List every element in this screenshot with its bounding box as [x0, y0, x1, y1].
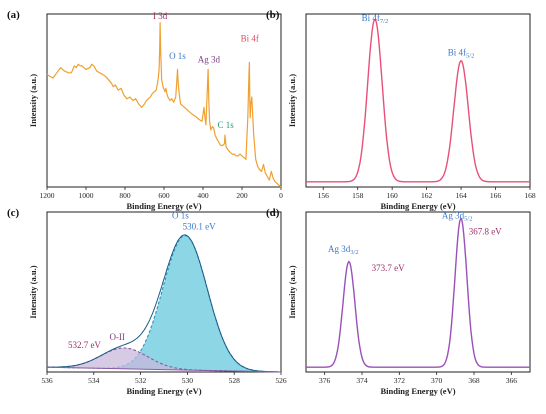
chart-panel-2: 536 534 532 530 528 526 Binding Energy (eV) Int…	[7, 207, 287, 396]
y-axis-label: Intensity (a.u.)	[287, 265, 297, 318]
x-tick-label: 156	[318, 191, 330, 200]
peak-annotation: Bi 4f7/2	[362, 13, 389, 25]
peak-annotation: Bi 4f5/2	[448, 48, 475, 60]
x-tick-label: 162	[421, 191, 433, 200]
chart-panel-3: 376 374 372 370 368 366 Binding Energy (eV) Int…	[266, 207, 531, 396]
peak-annotation: 532.7 eV	[68, 340, 101, 350]
panel-label: (a)	[7, 9, 20, 21]
x-tick-label: 1000	[79, 191, 94, 200]
x-tick-label: 160	[387, 191, 399, 200]
plot-frame	[46, 211, 282, 373]
panel-label: (b)	[266, 9, 280, 21]
x-tick-label: 372	[394, 376, 406, 385]
peak-annotation: I 3d	[153, 11, 168, 21]
annotation-subscript: 5/2	[466, 53, 474, 60]
x-tick-label: 526	[275, 376, 287, 385]
x-axis-label: Binding Energy (eV)	[380, 201, 455, 211]
x-tick-label: 166	[490, 191, 502, 200]
x-tick-label: 164	[455, 191, 467, 200]
y-axis-label: Intensity (a.u.)	[287, 74, 297, 127]
peak-annotation: Bi 4f	[241, 34, 259, 44]
x-tick-label: 374	[356, 376, 368, 385]
x-tick-label: 158	[352, 191, 364, 200]
spectrum-line	[306, 18, 530, 183]
peak-annotation: 530.1 eV	[183, 222, 216, 232]
x-tick-label: 0	[279, 191, 283, 200]
peak-annotation: O-II	[109, 332, 125, 342]
x-tick-label: 168	[524, 191, 536, 200]
component-area-1	[47, 348, 281, 372]
annotation-subscript: 3/2	[350, 249, 358, 256]
plot-frame	[305, 211, 531, 373]
x-tick-label: 400	[197, 191, 209, 200]
x-tick-label: 200	[236, 191, 248, 200]
peak-annotation: O 1s	[172, 210, 189, 220]
plot-frame	[305, 13, 531, 188]
annotation-subscript: 7/2	[380, 18, 388, 25]
x-tick-label: 600	[158, 191, 170, 200]
x-tick-label: 536	[41, 376, 53, 385]
x-tick-label: 368	[468, 376, 480, 385]
peak-annotation: Ag 3d	[198, 54, 221, 64]
peak-annotation: 367.8 eV	[469, 226, 502, 236]
survey-spectrum-line	[46, 22, 282, 188]
x-axis-label: Binding Energy (eV)	[126, 386, 201, 396]
peak-annotation: O 1s	[169, 51, 186, 61]
spectrum-line	[306, 217, 530, 368]
x-axis-label: Binding Energy (eV)	[380, 386, 455, 396]
x-tick-label: 370	[431, 376, 443, 385]
chart-panel-1: 156 158 160 162 164 166 168 Binding Energy (eV)…	[266, 9, 536, 211]
chart-panel-0: 1200 1000 800 600 400 200 0 Binding Energy (eV)…	[7, 9, 283, 211]
peak-annotation: 373.7 eV	[372, 263, 405, 273]
component-area-0	[47, 235, 281, 372]
peak-annotation: Ag 3d3/2	[328, 244, 359, 256]
x-tick-label: 1200	[40, 191, 55, 200]
x-tick-label: 376	[319, 376, 331, 385]
envelope-line	[47, 234, 281, 373]
x-tick-label: 528	[229, 376, 241, 385]
panel-label: (c)	[7, 207, 20, 219]
annotation-subscript: 5/2	[464, 215, 472, 222]
x-tick-label: 534	[88, 376, 100, 385]
x-tick-label: 532	[135, 376, 147, 385]
x-tick-label: 800	[119, 191, 131, 200]
peak-annotation: C 1s	[217, 120, 234, 130]
x-axis-label: Binding Energy (eV)	[126, 201, 201, 211]
x-tick-label: 530	[182, 376, 194, 385]
baseline-line	[46, 366, 282, 373]
y-axis-label: Intensity (a.u.)	[28, 74, 38, 127]
panel-label: (d)	[266, 207, 280, 219]
x-tick-label: 366	[506, 376, 518, 385]
y-axis-label: Intensity (a.u.)	[28, 265, 38, 318]
